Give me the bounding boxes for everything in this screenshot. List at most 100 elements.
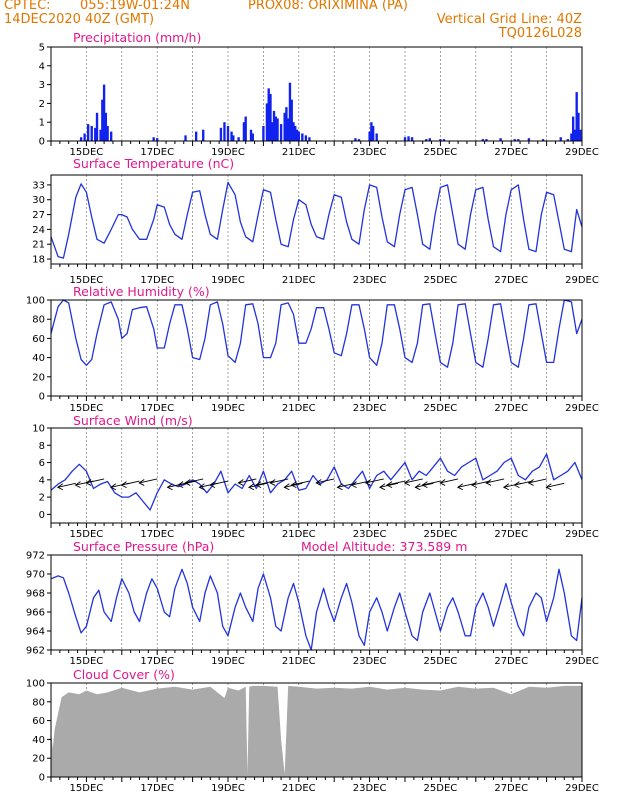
precip-bar <box>575 92 578 141</box>
precip-bar <box>244 116 247 141</box>
precip-bar <box>292 122 295 141</box>
precip-bar <box>573 129 577 141</box>
panel-title: Surface Wind (m/s) <box>73 413 193 428</box>
x-tick-label: 19DEC <box>211 656 245 667</box>
panel-title: Surface Pressure (hPa) <box>73 539 214 554</box>
precip-bar <box>513 139 516 141</box>
precip-bar <box>184 135 187 141</box>
x-tick-label: 23DEC <box>353 275 387 286</box>
panel-frame <box>50 554 583 651</box>
wind-arrow-head <box>386 481 393 489</box>
x-tick-label: 17DEC <box>140 147 174 158</box>
x-tick-label: 27DEC <box>494 275 528 286</box>
wind-arrow <box>238 478 257 484</box>
precip-bar <box>265 103 269 141</box>
precip-bar <box>308 137 311 141</box>
wind-arrow-head <box>471 481 478 489</box>
x-tick-label: 21DEC <box>282 147 316 158</box>
precip-bar <box>304 135 308 141</box>
panel-2: 18 21 24 27 30 33 15DEC 17DEC 19DEC 21DEC 23DEC 25D… <box>32 156 599 286</box>
wind-arrow-head <box>74 481 81 489</box>
x-tick-label: 19DEC <box>211 403 245 414</box>
y-tick-label: 18 <box>32 255 45 266</box>
wind-arrow <box>422 480 441 486</box>
wind-arrow-head <box>545 483 552 491</box>
precip-bar <box>95 112 99 141</box>
precip-bar <box>571 116 575 141</box>
precip-bar <box>566 139 570 141</box>
precip-bar <box>577 112 580 141</box>
precip-bar <box>403 137 407 141</box>
y-tick-label: 80 <box>32 315 45 326</box>
x-tick-label: 19DEC <box>211 147 245 158</box>
precip-bar <box>288 82 292 141</box>
y-tick-label: 80 <box>32 697 45 708</box>
wind-arrow-head <box>350 481 357 489</box>
x-tick-label: 15DEC <box>70 275 104 286</box>
wind-arrow-head <box>414 483 421 491</box>
wind-arrow-head <box>184 479 191 486</box>
precip-bar <box>442 139 446 141</box>
precip-bar <box>104 112 108 141</box>
precip-bar <box>279 124 283 141</box>
header-source: CPTEC: <box>4 0 51 13</box>
y-tick-label: 0 <box>39 137 45 148</box>
x-tick-label: 19DEC <box>211 529 245 540</box>
wind-arrow-head <box>379 483 386 491</box>
y-tick-label: 10 <box>32 424 45 435</box>
header-init-time: 14DEC2020 40Z (GMT) <box>4 12 155 27</box>
y-tick-label: 0 <box>39 510 45 521</box>
wind-arrow <box>379 482 399 488</box>
y-tick-label: 8 <box>39 441 45 452</box>
precip-bar <box>425 139 428 141</box>
x-tick-label: 17DEC <box>140 783 174 794</box>
wind-arrow-head <box>255 481 262 489</box>
x-tick-label: 21DEC <box>282 403 316 414</box>
x-tick-label: 23DEC <box>353 529 387 540</box>
x-tick-label: 29DEC <box>565 529 599 540</box>
header-vertical-grid: Vertical Grid Line: 40Z <box>436 12 582 27</box>
x-tick-label: 29DEC <box>565 656 599 667</box>
precip-bar <box>297 131 300 141</box>
x-tick-label: 25DEC <box>424 275 458 286</box>
wind-arrow-head <box>315 479 322 486</box>
precip-bar <box>428 138 431 141</box>
panel-frame <box>50 46 583 142</box>
panel-frame <box>50 427 583 524</box>
y-tick-label: 40 <box>32 353 45 364</box>
x-tick-label: 17DEC <box>140 275 174 286</box>
precip-bar <box>274 116 277 141</box>
x-tick-label: 17DEC <box>140 656 174 667</box>
precip-bar <box>294 125 297 141</box>
y-tick-label: 60 <box>32 716 45 727</box>
x-tick-label: 19DEC <box>211 275 245 286</box>
precip-bar <box>106 125 109 141</box>
precip-bar <box>99 129 102 141</box>
panel-6: 0 20 40 60 80 100 15DEC 17DEC 19DEC 21DEC 23DEC 25D… <box>26 667 599 794</box>
wind-arrow-head <box>85 479 92 486</box>
wind-arrow-head <box>421 481 428 489</box>
cloud-cover-area <box>51 685 582 777</box>
precip-bar <box>94 127 97 141</box>
wind-arrow-head <box>403 479 410 486</box>
wind-arrow <box>415 482 434 488</box>
precip-bar <box>194 131 198 141</box>
precip-bar <box>295 129 299 141</box>
wind-arrow <box>365 478 384 484</box>
precip-bar <box>276 118 279 141</box>
header-location: PROX08: ORIXIMINA (PA) <box>248 0 408 13</box>
precip-bar <box>90 125 93 141</box>
x-tick-label: 21DEC <box>282 529 316 540</box>
precip-bar <box>249 129 253 141</box>
y-tick-label: 24 <box>32 225 45 236</box>
wind-arrow-head <box>198 483 205 491</box>
wind-arrow <box>528 478 547 484</box>
wind-arrow-head <box>364 479 372 486</box>
precip-bar <box>230 131 233 141</box>
series-line <box>50 299 583 368</box>
y-tick-label: 5 <box>39 43 45 54</box>
panel-title: Surface Temperature (nC) <box>73 156 234 171</box>
y-tick-label: 1 <box>39 118 45 129</box>
panel-3: 0 20 40 60 80 100 15DEC 17DEC 19DEC 21DEC 23DEC 25D… <box>26 284 599 414</box>
x-tick-label: 15DEC <box>70 403 104 414</box>
